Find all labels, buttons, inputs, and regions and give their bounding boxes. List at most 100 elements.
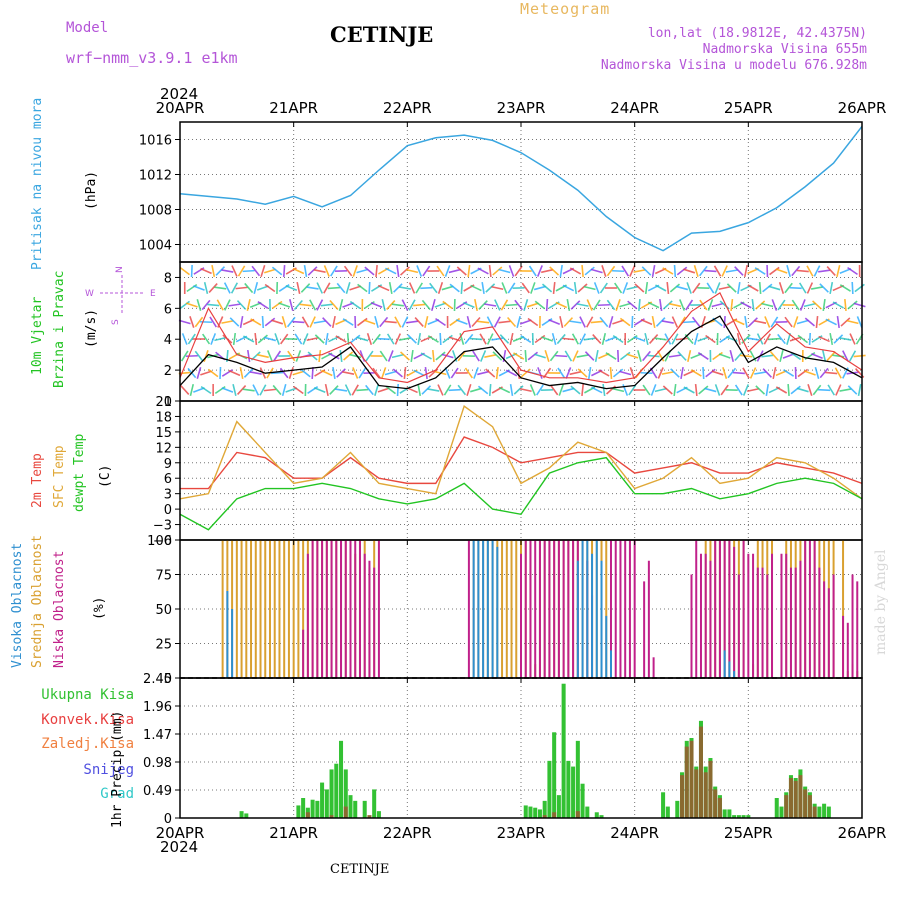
precip-bar	[817, 807, 821, 818]
y-tick-label: 0.49	[143, 784, 172, 799]
precip-bar	[704, 772, 708, 818]
wind-arrow	[283, 384, 286, 396]
wind-arrow	[200, 371, 211, 375]
wind-arrow	[760, 282, 761, 294]
wind-arrow	[385, 268, 396, 273]
wind-arrow	[691, 370, 701, 376]
precip-bar	[240, 811, 244, 818]
wind-arrow	[845, 299, 846, 311]
wind-arrow	[443, 301, 453, 308]
wind-arrow	[236, 287, 248, 288]
precip-bar	[789, 778, 793, 818]
wind-arrow	[549, 320, 560, 324]
wind-arrow	[836, 385, 841, 396]
wind-arrow	[555, 356, 567, 357]
wind-arrow	[470, 339, 482, 340]
wind-arrow	[704, 271, 716, 272]
wind-arrow	[342, 372, 354, 374]
wind-arrow	[719, 287, 731, 289]
temp-sfc-label: SFC Temp	[52, 445, 67, 508]
wind-arrow	[406, 270, 418, 273]
precip-bar	[723, 809, 727, 818]
pressure-name-label: Pritisak na nivou mora	[30, 98, 45, 270]
wind-arrow	[292, 322, 304, 323]
wind-arrow	[612, 389, 624, 392]
wind-arrow	[481, 350, 486, 361]
precip-bar	[330, 769, 334, 818]
wind-arrow	[787, 265, 790, 277]
wind-arrow	[577, 355, 589, 357]
wind-arrow	[457, 267, 466, 275]
wind-arrow	[794, 316, 798, 327]
wind-arrow	[770, 267, 780, 274]
wind-arrow	[619, 371, 631, 374]
wind-arrow	[811, 287, 823, 289]
wind-arrow	[772, 299, 776, 310]
y-tick-label: −3	[153, 519, 172, 534]
wind-arrow	[413, 304, 425, 305]
precip-bar	[585, 807, 589, 818]
wind-arrow	[627, 354, 638, 358]
wind-arrow	[211, 333, 215, 344]
wind-arrow	[859, 384, 861, 396]
wind-arrow	[506, 305, 518, 306]
x-tick-label-top: 26APR	[838, 99, 887, 117]
wind-arrow	[694, 265, 698, 276]
wind-arrow	[417, 265, 421, 276]
wind-arrow	[261, 265, 265, 276]
wind-arrow	[272, 302, 282, 309]
wind-arrow	[663, 386, 672, 394]
wind-arrow	[602, 265, 606, 276]
pressure-line	[180, 126, 862, 250]
precip-bar	[694, 769, 698, 818]
wind-arrow	[703, 367, 704, 379]
wind-arrow	[378, 388, 389, 392]
wind-arrow	[337, 369, 346, 377]
wind-arrow	[401, 267, 410, 275]
wind-arrow	[550, 267, 559, 275]
precip-bar	[827, 807, 831, 818]
wind-arrow	[414, 370, 425, 375]
lonlat-label: lon,lat (18.9812E, 42.4375N)	[648, 26, 867, 41]
wind-arrow	[346, 385, 351, 396]
wind-arrow	[818, 270, 830, 272]
wind-arrow	[610, 367, 611, 379]
y-tick-label: 25	[155, 638, 172, 653]
wind-arrow	[263, 316, 264, 328]
wind-arrow	[744, 384, 749, 395]
wind-arrow	[639, 299, 640, 311]
wind-arrow	[498, 321, 510, 322]
footer-station: CETINJE	[330, 862, 389, 877]
wind-arrow	[513, 353, 523, 359]
precip-bar	[547, 761, 551, 818]
wind-arrow	[517, 316, 520, 328]
wind-arrow	[297, 282, 299, 294]
wind-arrow	[603, 384, 605, 396]
temp-2m-line	[180, 437, 862, 488]
wind-arrow	[340, 350, 341, 362]
wind-arrow	[282, 316, 286, 327]
precip-bar	[372, 789, 376, 818]
wind-arrow	[357, 269, 369, 272]
wind-arrow	[560, 265, 562, 277]
wind-arrow	[854, 303, 866, 306]
wind-arrow	[369, 282, 370, 294]
precip-bar	[571, 767, 575, 818]
wind-arrow	[652, 316, 654, 328]
y-tick-label: 75	[155, 569, 172, 584]
precip-bar	[320, 783, 324, 818]
wind-arrow	[353, 265, 357, 276]
x-tick-label-bottom: 25APR	[724, 824, 773, 842]
wind-arrow	[620, 352, 630, 359]
y-tick-label: 8	[164, 271, 172, 286]
wind-arrow	[475, 299, 477, 311]
wind-arrow	[677, 267, 686, 274]
wind-arrow	[538, 367, 542, 378]
wind-arrow	[502, 282, 507, 293]
precip-bar	[538, 809, 542, 818]
wind-arrow	[326, 333, 328, 345]
wind-arrow	[398, 384, 399, 396]
wind-arrow	[630, 265, 635, 276]
